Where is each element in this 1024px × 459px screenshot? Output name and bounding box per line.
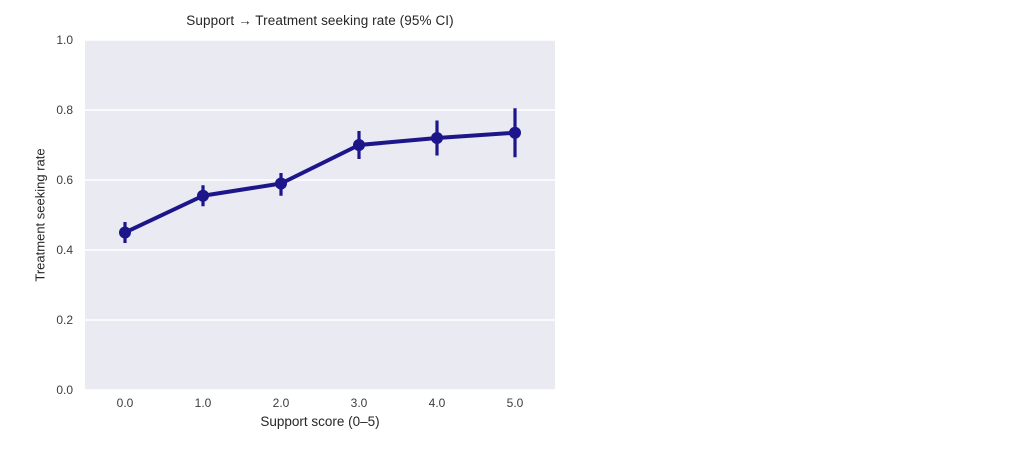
chart-title: Support → Treatment seeking rate (95% CI… <box>186 13 454 28</box>
x-tick-label: 5.0 <box>506 396 524 410</box>
x-axis-label: Support score (0–5) <box>260 414 380 429</box>
x-axis-tick-labels: 0.0 1.0 2.0 3.0 4.0 5.0 <box>0 396 1024 412</box>
data-point-marker <box>431 132 443 144</box>
y-axis-tick-labels: 0.0 0.2 0.4 0.6 0.8 1.0 <box>0 0 73 459</box>
y-tick-label: 0.0 <box>56 383 73 397</box>
x-tick-label: 3.0 <box>350 396 368 410</box>
data-point-marker <box>509 126 521 139</box>
x-tick-label: 4.0 <box>428 396 446 410</box>
x-tick-label: 1.0 <box>194 396 212 410</box>
x-tick-label: 0.0 <box>116 396 134 410</box>
y-tick-label: 0.4 <box>56 243 73 257</box>
data-point-marker <box>197 189 209 202</box>
data-point-marker <box>275 177 287 190</box>
series-line <box>124 130 516 235</box>
line-chart <box>85 40 555 390</box>
y-tick-label: 0.6 <box>56 173 73 187</box>
data-point-marker <box>119 226 131 239</box>
plot-area <box>85 40 555 390</box>
x-tick-label: 2.0 <box>272 396 290 410</box>
data-point-marker <box>353 139 365 151</box>
y-tick-label: 1.0 <box>56 33 73 47</box>
y-tick-label: 0.2 <box>56 313 73 327</box>
y-tick-label: 0.8 <box>56 103 73 117</box>
